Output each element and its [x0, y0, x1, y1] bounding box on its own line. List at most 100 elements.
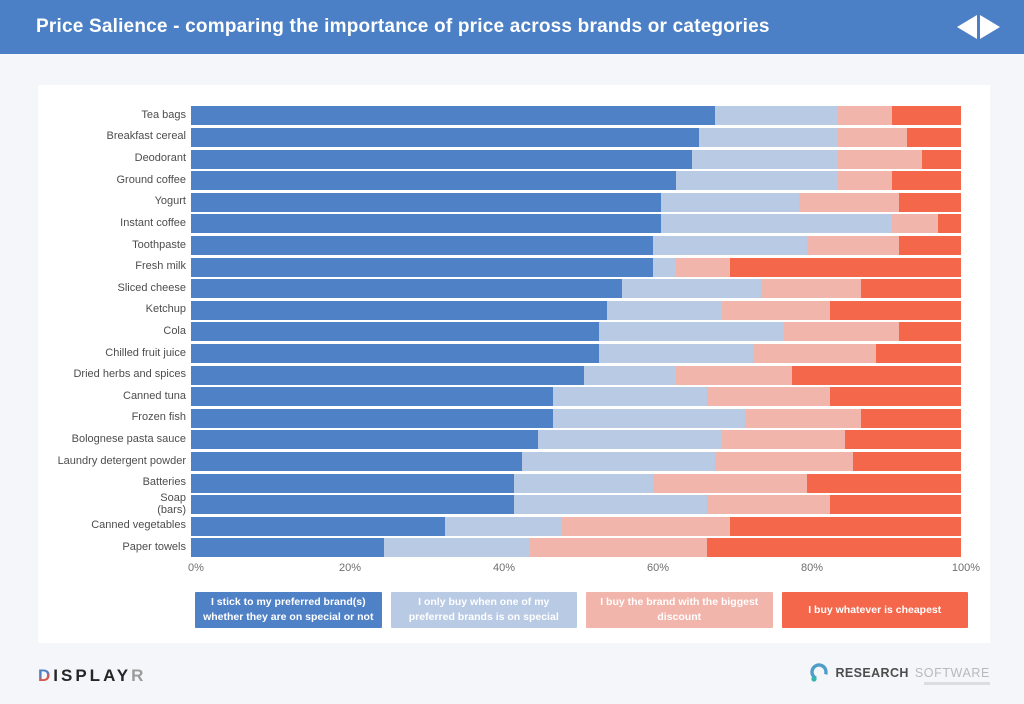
bar-segment[interactable] — [191, 127, 700, 147]
bar-segment[interactable] — [191, 192, 661, 212]
bar-segment[interactable] — [899, 192, 961, 212]
bar-segment[interactable] — [729, 516, 961, 536]
bar-segment[interactable] — [191, 387, 553, 407]
bar-segment[interactable] — [191, 279, 623, 299]
bar-segment[interactable] — [191, 322, 600, 342]
bar-row: Deodorant — [38, 148, 966, 170]
bar-segment[interactable] — [622, 279, 761, 299]
bar-segment[interactable] — [753, 344, 877, 363]
legend-item[interactable]: I buy whatever is cheapest — [781, 592, 968, 629]
bar-segment[interactable] — [191, 171, 677, 191]
bar-segment[interactable] — [514, 473, 653, 493]
bar-segment[interactable] — [806, 473, 961, 493]
bar-segment[interactable] — [660, 214, 892, 234]
bar-segment[interactable] — [599, 344, 754, 363]
bar-segment[interactable] — [606, 300, 723, 320]
bar-segment[interactable] — [783, 322, 900, 342]
bar-segment[interactable] — [191, 235, 653, 255]
bar-segment[interactable] — [191, 452, 523, 472]
bar-segment[interactable] — [191, 257, 653, 277]
legend-item[interactable]: I stick to my preferred brand(s) whether… — [195, 592, 382, 629]
bar-segment[interactable] — [191, 408, 553, 428]
bar-segment[interactable] — [807, 235, 900, 255]
bar-segment[interactable] — [383, 538, 530, 558]
bar-segment[interactable] — [760, 279, 861, 299]
stacked-bar — [191, 149, 961, 169]
bar-segment[interactable] — [514, 495, 707, 515]
displayr-logo[interactable]: DISPLAYR — [38, 666, 146, 686]
bar-segment[interactable] — [676, 171, 838, 191]
bar-segment[interactable] — [652, 473, 807, 493]
bar-segment[interactable] — [837, 171, 892, 191]
bar-segment[interactable] — [191, 473, 515, 493]
bar-segment[interactable] — [522, 452, 715, 472]
bar-segment[interactable] — [191, 149, 692, 169]
bar-segment[interactable] — [791, 365, 961, 385]
bar-segment[interactable] — [830, 300, 961, 320]
bar-segment[interactable] — [653, 235, 807, 255]
bar-segment[interactable] — [891, 106, 961, 126]
bar-segment[interactable] — [552, 387, 707, 407]
bar-segment[interactable] — [445, 516, 561, 536]
bar-segment[interactable] — [830, 495, 961, 515]
bar-segment[interactable] — [706, 538, 961, 558]
researchsoftware-logo[interactable]: RESEARCH SOFTWARE — [809, 662, 990, 685]
bar-segment[interactable] — [891, 171, 961, 191]
bar-segment[interactable] — [676, 257, 730, 277]
bar-row: Fresh milk — [38, 256, 966, 278]
bar-segment[interactable] — [660, 192, 800, 212]
bar-segment[interactable] — [899, 322, 961, 342]
bar-segment[interactable] — [922, 149, 961, 169]
bar-segment[interactable] — [937, 214, 961, 234]
bar-row: Chilled fruit juice — [38, 343, 966, 365]
bar-segment[interactable] — [830, 387, 961, 407]
bar-segment[interactable] — [191, 516, 446, 536]
bar-segment[interactable] — [722, 430, 846, 450]
bar-segment[interactable] — [714, 106, 838, 126]
bar-segment[interactable] — [860, 279, 961, 299]
bar-segment[interactable] — [891, 214, 938, 234]
bar-segment[interactable] — [745, 408, 861, 428]
legend-item[interactable]: I only buy when one of my preferred bran… — [390, 592, 577, 629]
bar-segment[interactable] — [191, 495, 515, 515]
bar-row: Ground coffee — [38, 170, 966, 192]
bar-segment[interactable] — [191, 430, 538, 450]
nav-previous-button[interactable] — [955, 15, 977, 39]
bar-segment[interactable] — [537, 430, 723, 450]
bar-segment[interactable] — [191, 214, 661, 234]
bar-segment[interactable] — [714, 452, 854, 472]
bar-segment[interactable] — [837, 149, 923, 169]
bar-segment[interactable] — [191, 106, 715, 126]
bar-segment[interactable] — [653, 257, 677, 277]
bar-segment[interactable] — [799, 192, 900, 212]
bar-segment[interactable] — [860, 408, 961, 428]
stacked-bar — [191, 344, 961, 363]
bar-segment[interactable] — [552, 408, 746, 428]
bar-segment[interactable] — [899, 235, 961, 255]
bar-segment[interactable] — [853, 452, 961, 472]
bar-segment[interactable] — [729, 257, 961, 277]
bar-segment[interactable] — [837, 127, 908, 147]
legend-item[interactable]: I buy the brand with the biggest discoun… — [586, 592, 773, 629]
bar-segment[interactable] — [676, 365, 792, 385]
chart-legend: I stick to my preferred brand(s) whether… — [195, 592, 968, 629]
bar-segment[interactable] — [907, 127, 961, 147]
nav-next-button[interactable] — [980, 15, 1002, 39]
bar-segment[interactable] — [845, 430, 961, 450]
bar-segment[interactable] — [699, 127, 838, 147]
bar-segment[interactable] — [599, 322, 784, 342]
bar-segment[interactable] — [191, 365, 584, 385]
bar-segment[interactable] — [722, 300, 831, 320]
bar-segment[interactable] — [191, 300, 607, 320]
bar-segment[interactable] — [529, 538, 707, 558]
bar-segment[interactable] — [706, 495, 831, 515]
researchsoftware-tagline — [924, 682, 990, 685]
bar-segment[interactable] — [706, 387, 831, 407]
bar-segment[interactable] — [876, 344, 961, 363]
bar-segment[interactable] — [837, 106, 892, 126]
bar-segment[interactable] — [691, 149, 838, 169]
bar-segment[interactable] — [583, 365, 677, 385]
bar-segment[interactable] — [191, 344, 600, 363]
bar-segment[interactable] — [560, 516, 730, 536]
bar-segment[interactable] — [191, 538, 384, 558]
